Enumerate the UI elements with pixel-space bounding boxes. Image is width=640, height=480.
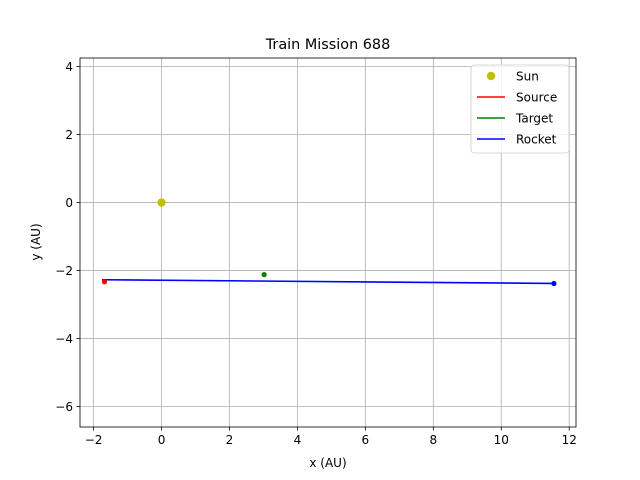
y-tick-label: 2: [65, 128, 73, 142]
legend-box: [470, 64, 570, 154]
y-tick-label: 0: [65, 196, 73, 210]
x-tick-label: 6: [362, 433, 370, 447]
y-axis-label: y (AU): [29, 223, 43, 260]
x-tick-label: 8: [429, 433, 437, 447]
chart-title: Train Mission 688: [265, 37, 390, 53]
x-tick-label: 2: [226, 433, 234, 447]
x-axis-ticks: −2 0 2 4 6 8 10 12: [85, 427, 577, 447]
legend-sun-marker: [486, 71, 496, 81]
y-tick-label: 4: [65, 60, 73, 74]
target-endpoint-marker: [261, 272, 267, 278]
x-axis-label: x (AU): [309, 456, 346, 470]
legend-rocket-label: Rocket: [516, 132, 557, 146]
legend: Sun Source Target Rocket: [470, 64, 570, 154]
x-tick-label: 12: [562, 433, 577, 447]
x-tick-label: 10: [494, 433, 509, 447]
plot-frame: [79, 57, 577, 428]
x-tick-label: 0: [158, 433, 166, 447]
x-tick-label: 4: [294, 433, 302, 447]
y-tick-label: −2: [55, 264, 73, 278]
legend-sun-label: Sun: [516, 69, 539, 83]
y-tick-label: −6: [55, 400, 73, 414]
legend-target-label: Target: [515, 111, 553, 125]
y-tick-label: −4: [55, 332, 73, 346]
x-tick-label: −2: [85, 433, 103, 447]
source-endpoint-marker: [101, 279, 108, 285]
legend-source-label: Source: [516, 90, 557, 104]
y-axis-ticks: −6 −4 −2 0 2 4: [55, 60, 80, 414]
plot-area: [101, 198, 557, 287]
rocket-endpoint-marker: [551, 280, 557, 287]
rocket-line: [102, 278, 554, 285]
sun-point: [157, 198, 166, 207]
